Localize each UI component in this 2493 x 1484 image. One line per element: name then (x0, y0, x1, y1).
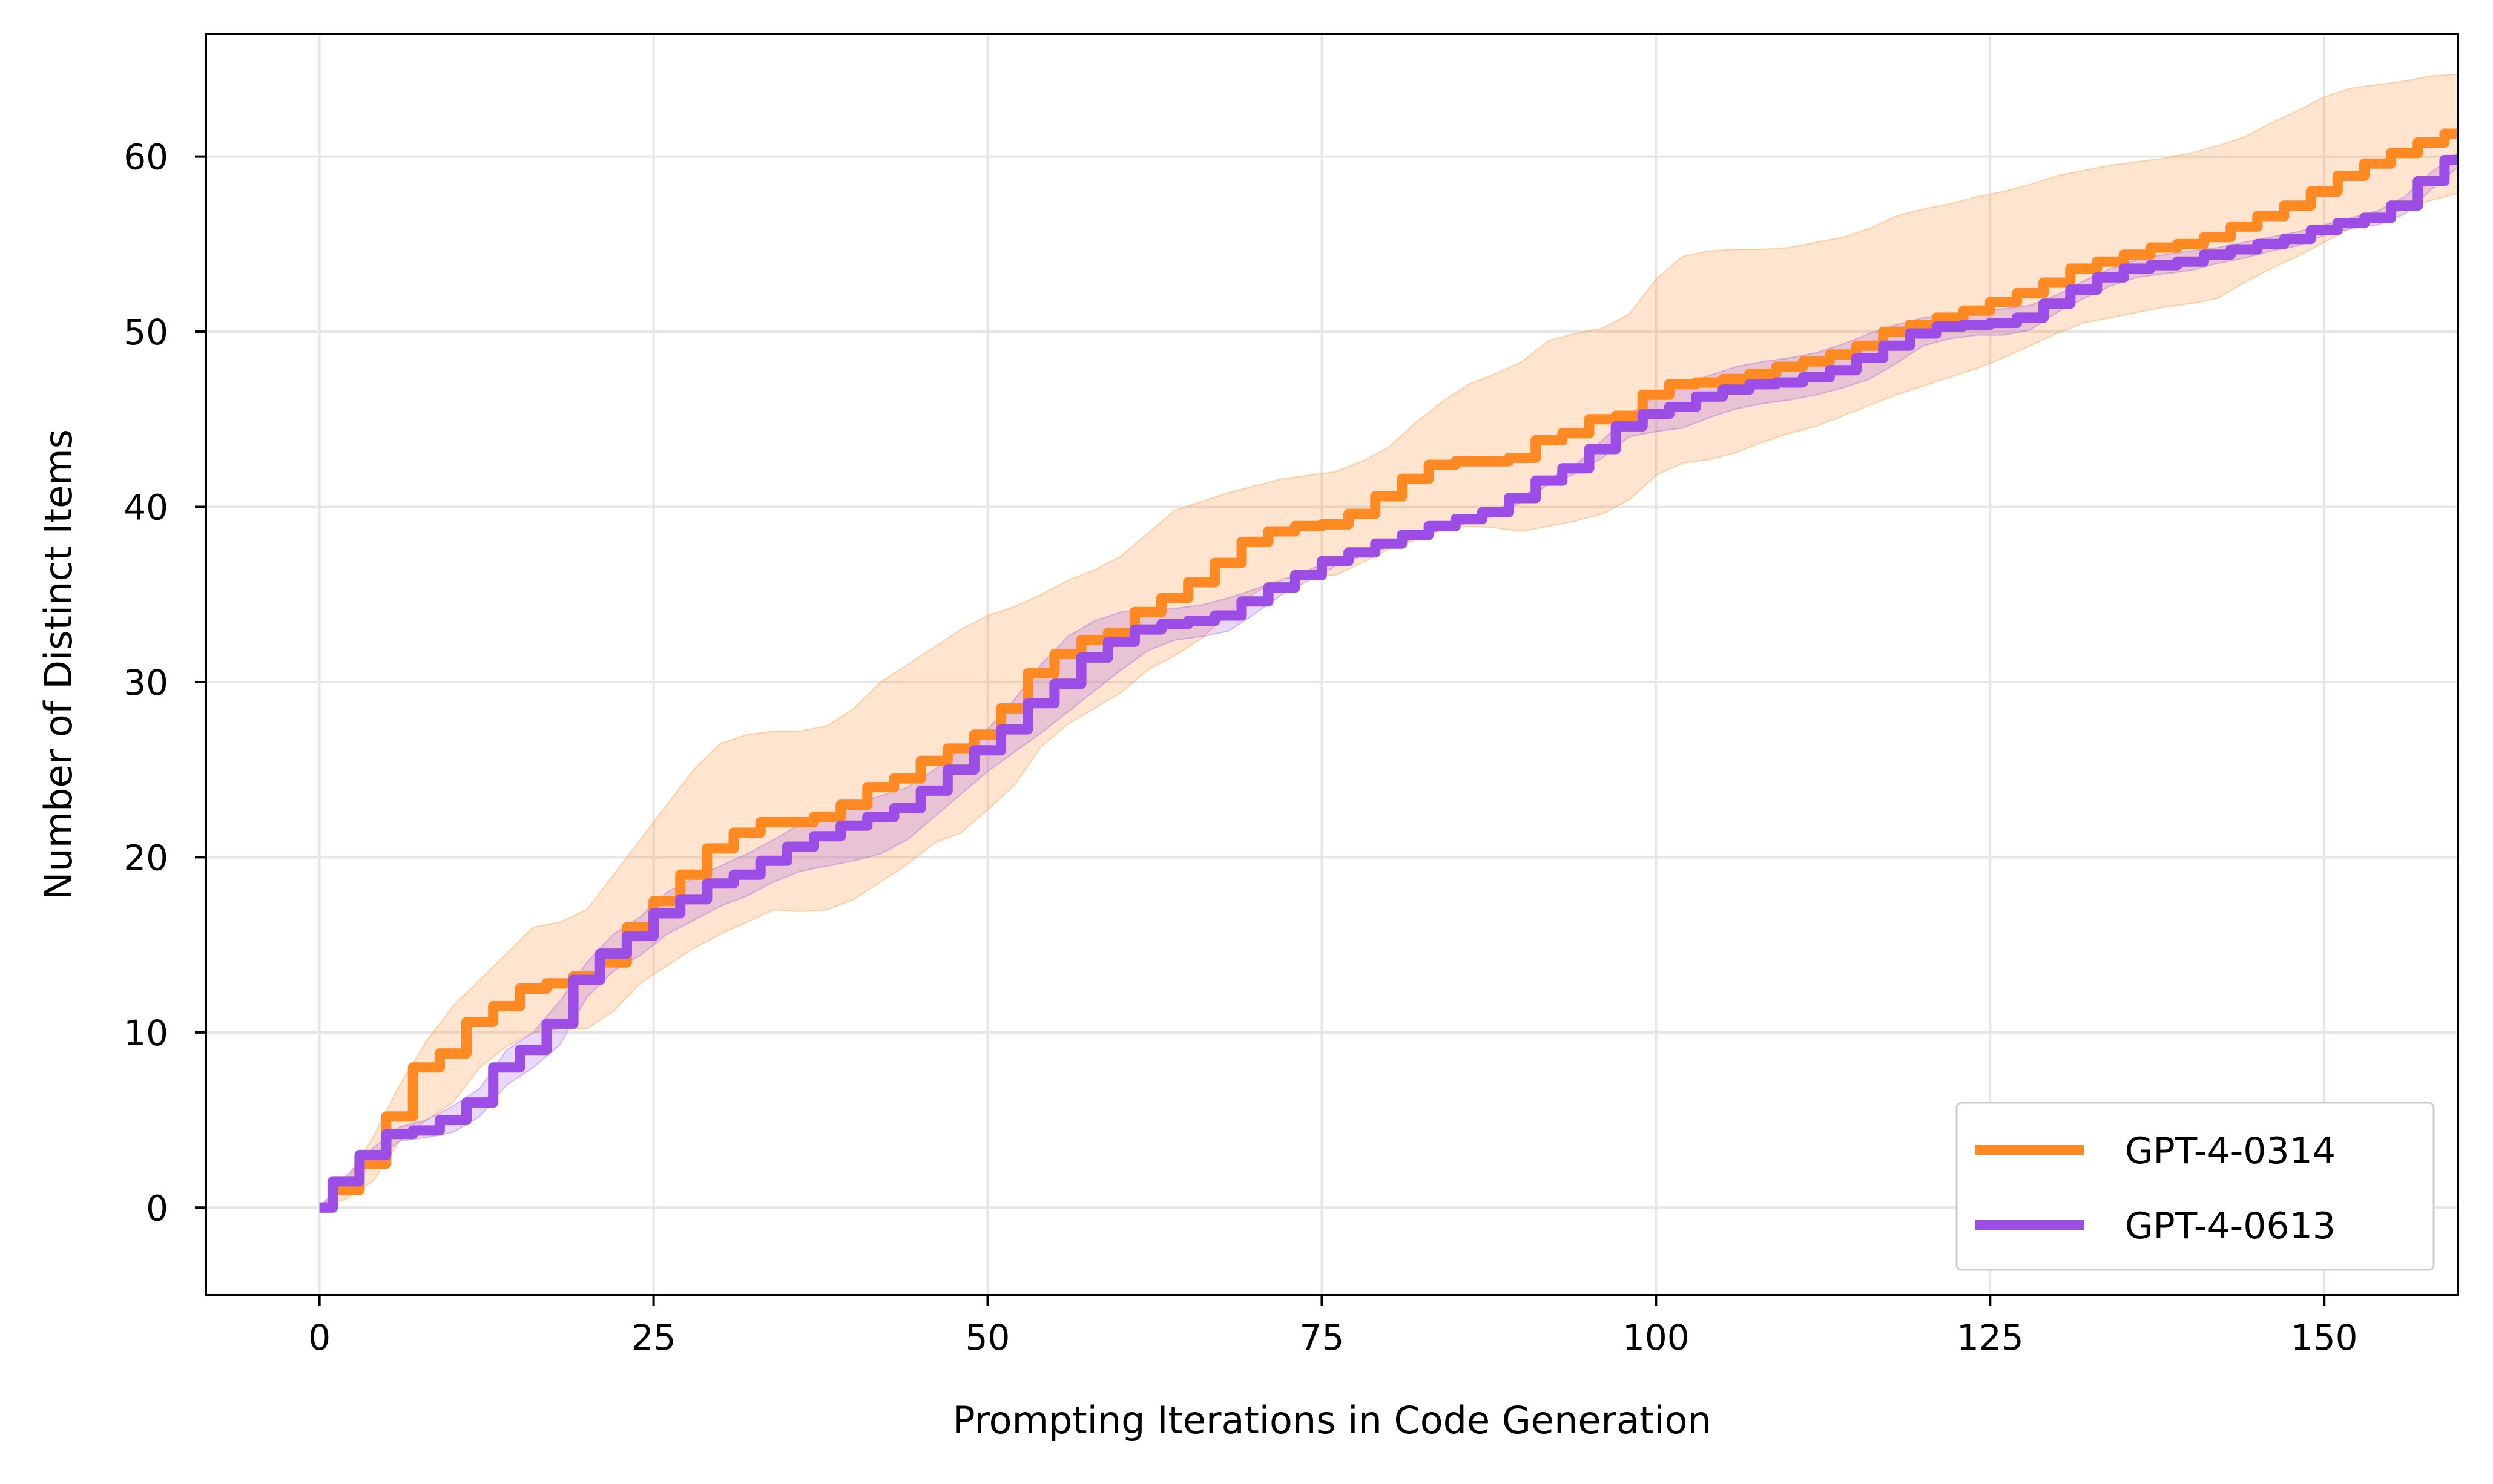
x-tick-label: 25 (631, 1317, 676, 1358)
legend-label-gpt-4-0314: GPT-4-0314 (2125, 1130, 2336, 1172)
series-lines (319, 128, 2458, 1213)
y-tick-label: 0 (146, 1187, 168, 1229)
plot-frame (205, 33, 2459, 1296)
y-axis-ticks: 0 10 20 30 40 50 60 (123, 137, 206, 1229)
line-gpt-4-0613 (319, 154, 2458, 1213)
x-tick-label: 125 (1957, 1317, 2024, 1358)
x-axis-ticks: 0 25 50 75 100 125 150 (308, 1295, 2358, 1358)
x-tick-label: 0 (308, 1317, 331, 1358)
x-tick-label: 75 (1300, 1317, 1345, 1358)
x-tick-label: 50 (966, 1317, 1010, 1358)
y-tick-label: 10 (123, 1013, 168, 1054)
x-tick-label: 150 (2291, 1317, 2358, 1358)
x-axis-title: Prompting Iterations in Code Generation (952, 1398, 1711, 1442)
x-tick-label: 100 (1622, 1317, 1690, 1358)
y-tick-label: 60 (123, 137, 168, 178)
y-tick-label: 50 (123, 312, 168, 353)
y-axis-title: Number of Distinct Items (36, 429, 81, 900)
legend-label-gpt-4-0613: GPT-4-0613 (2125, 1205, 2336, 1247)
y-tick-label: 30 (123, 662, 168, 703)
legend: GPT-4-0314 GPT-4-0613 (1955, 1102, 2435, 1271)
y-tick-label: 40 (123, 487, 168, 528)
grid-lines (206, 34, 2458, 1295)
y-tick-label: 20 (123, 837, 168, 878)
